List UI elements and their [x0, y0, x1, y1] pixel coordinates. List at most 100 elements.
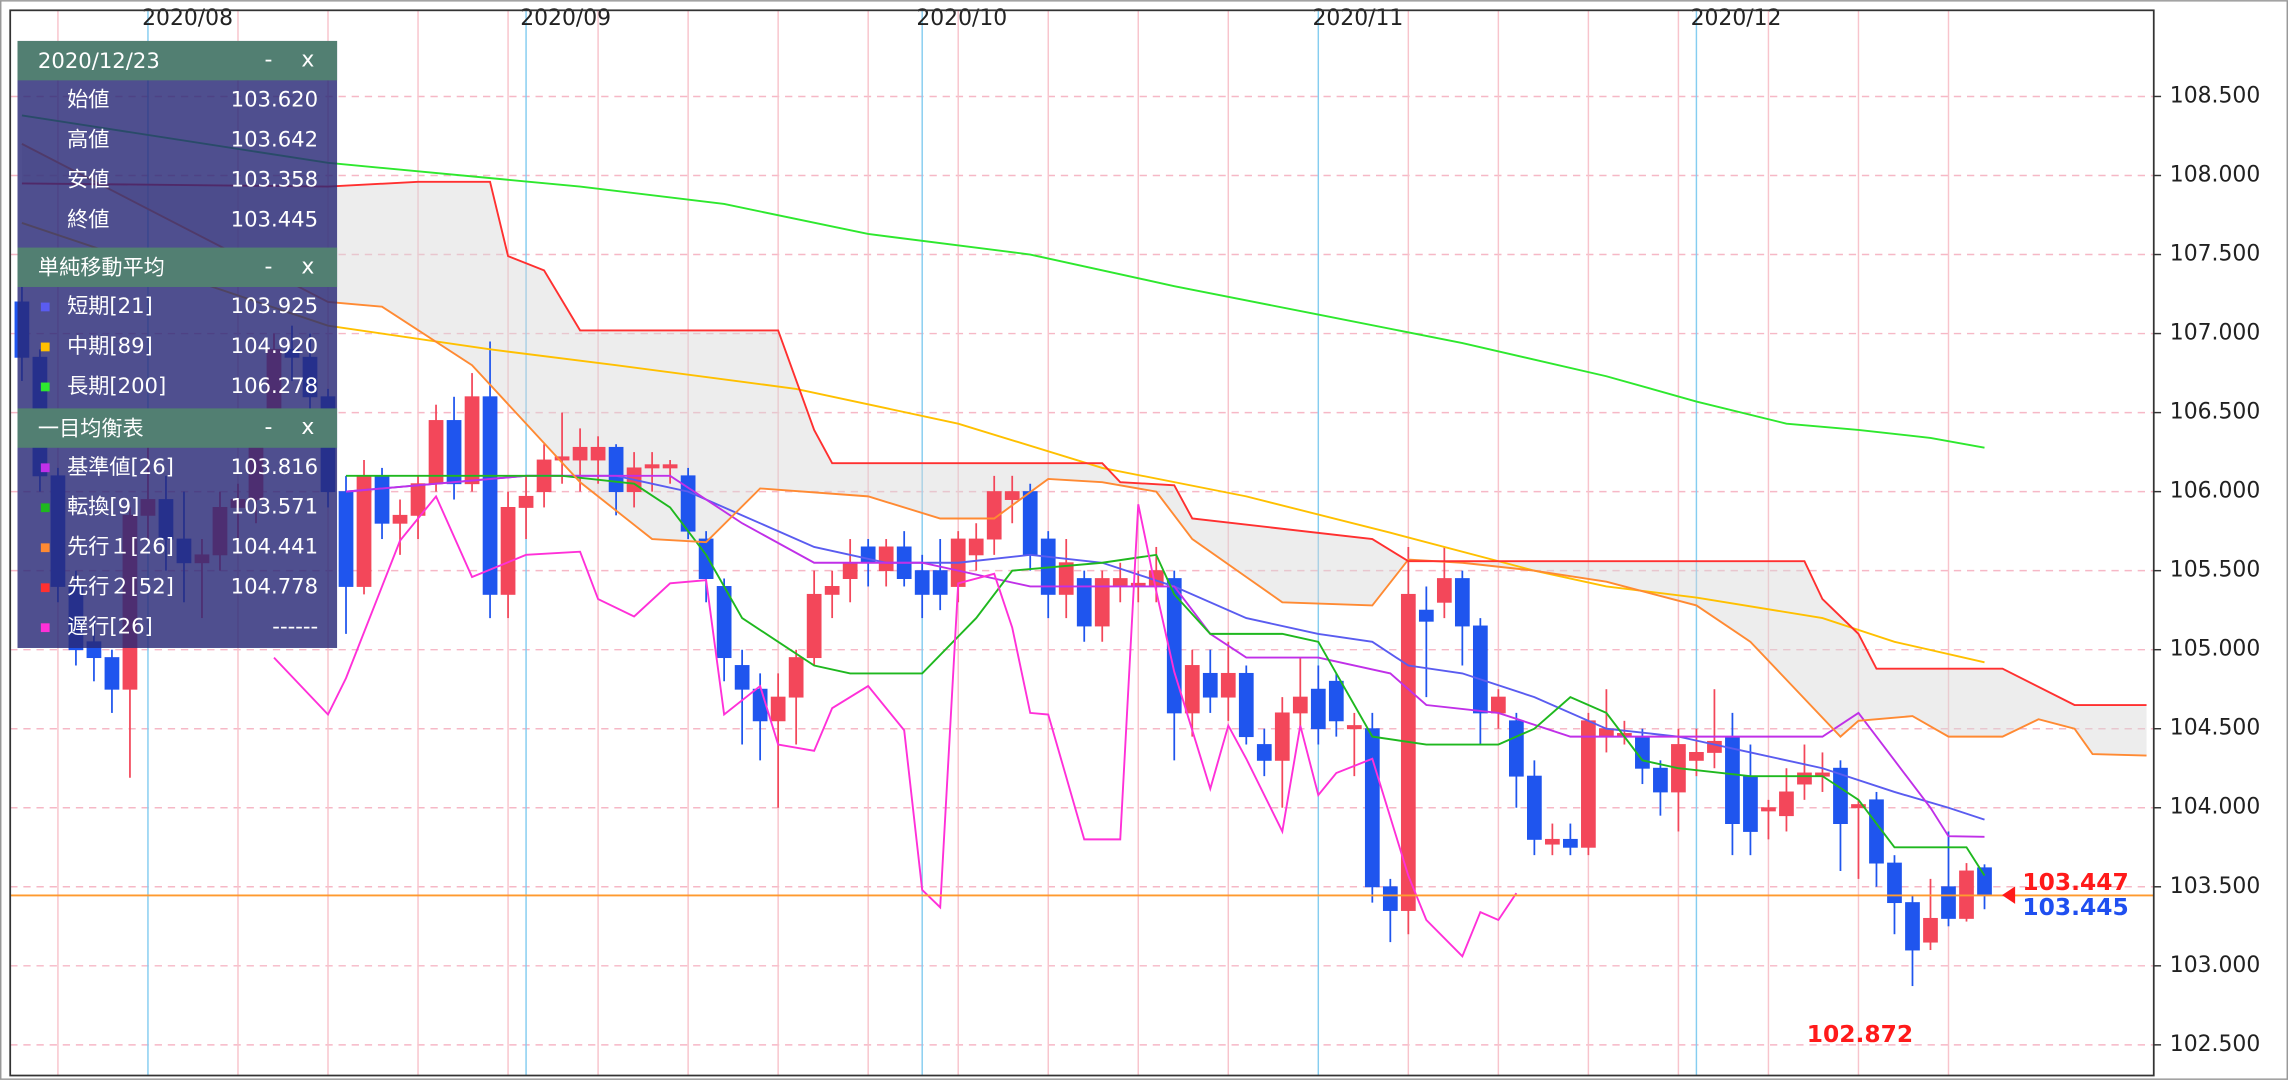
candle-body — [590, 446, 606, 461]
candle-body — [1833, 767, 1848, 825]
candle-body — [1977, 867, 1992, 896]
panel-row-label: 安値 — [67, 166, 109, 191]
candle-body — [482, 396, 498, 595]
candle-body — [1581, 720, 1596, 848]
candle-body — [464, 396, 480, 485]
indicator-line — [346, 474, 1986, 877]
candle-body — [1346, 725, 1362, 730]
candle-body — [1004, 491, 1020, 500]
panel-row-label: 先行１[26] — [67, 534, 174, 559]
legend-swatch — [40, 543, 50, 553]
y-tick-label: 103.500 — [2170, 874, 2260, 899]
panel-row-value: 103.571 — [231, 494, 318, 519]
candle-body — [1490, 696, 1506, 714]
y-tick-label: 104.000 — [2170, 795, 2260, 820]
close-button[interactable]: x — [301, 48, 314, 73]
candle-body — [1436, 578, 1452, 603]
candle-body — [338, 491, 354, 587]
candle-body — [410, 483, 426, 516]
candle-body — [392, 514, 408, 524]
panel-row-value: 104.778 — [231, 574, 318, 599]
candle-body — [932, 570, 948, 595]
indicator-line — [21, 180, 2147, 706]
ask-price-label: 103.447 — [2022, 868, 2128, 896]
panel-row-label: 遅行[26] — [67, 614, 153, 639]
candle-body — [1058, 562, 1074, 595]
legend-swatch — [40, 302, 50, 312]
candle-body — [428, 420, 444, 485]
panel-title: 2020/12/23 — [38, 48, 160, 73]
panel-header — [17, 408, 338, 448]
candle-body — [914, 570, 930, 595]
panel-row-label: 基準値[26] — [67, 454, 174, 479]
legend-swatch — [40, 463, 50, 473]
candle-body — [1797, 772, 1812, 785]
panel-row-value: ------ — [272, 614, 318, 639]
low-price-label: 102.872 — [1807, 1020, 1913, 1048]
indicator-line — [21, 114, 1985, 449]
candle-body — [608, 446, 624, 493]
y-tick-label: 104.500 — [2170, 716, 2260, 741]
minimize-button[interactable]: - — [265, 48, 273, 73]
candle-body — [824, 586, 840, 595]
panel-row-label: 中期[89] — [67, 333, 153, 358]
candle-body — [1743, 775, 1758, 832]
candle-body — [1202, 672, 1218, 698]
candle-body — [1527, 775, 1542, 840]
indicator-line — [273, 494, 1518, 959]
candle-body — [734, 665, 750, 690]
candle-body — [644, 464, 660, 469]
panel-row-value: 103.642 — [231, 126, 318, 151]
candle-body — [788, 657, 804, 698]
minimize-button[interactable]: - — [265, 415, 273, 440]
candle-body — [806, 593, 822, 659]
candle-body — [104, 657, 120, 690]
candle-body — [986, 491, 1002, 540]
panel-title: 単純移動平均 — [38, 255, 165, 280]
candle-body — [1274, 712, 1290, 761]
panel-header — [17, 40, 338, 81]
panel-row-value: 106.278 — [231, 373, 318, 398]
candle-body — [1076, 578, 1092, 627]
candle-body — [1851, 804, 1866, 809]
candle-body — [1418, 609, 1434, 622]
y-tick-label: 102.500 — [2170, 1032, 2260, 1057]
candle-body — [1400, 593, 1416, 911]
candle-body — [1508, 720, 1524, 777]
panel-row-value: 103.358 — [231, 166, 318, 191]
y-tick-label: 103.000 — [2170, 953, 2260, 978]
close-button[interactable]: x — [301, 254, 314, 279]
candle-body — [698, 538, 714, 579]
indicator-line — [345, 474, 1985, 821]
candle-body — [842, 562, 858, 579]
candle-body — [1887, 862, 1902, 904]
candle-body — [572, 446, 588, 461]
candle-body — [518, 495, 534, 508]
candle-body — [1923, 917, 1938, 943]
candle-body — [1184, 665, 1200, 714]
candle-body — [1220, 672, 1236, 698]
panel-row-value: 103.816 — [231, 454, 318, 479]
indicator-line — [21, 143, 2147, 757]
y-tick-label: 107.000 — [2170, 321, 2260, 346]
candle-body — [554, 456, 570, 461]
panel-row-label: 高値 — [67, 126, 109, 151]
candle-body — [1328, 680, 1344, 722]
close-button[interactable]: x — [301, 415, 314, 440]
minimize-button[interactable]: - — [265, 254, 273, 279]
candle-body — [662, 464, 678, 469]
legend-swatch — [40, 342, 50, 352]
panel-row-value: 103.620 — [231, 86, 318, 111]
candle-body — [1941, 886, 1956, 919]
y-tick-label: 105.500 — [2170, 558, 2260, 583]
candle-body — [1382, 886, 1398, 911]
candle-body — [1238, 672, 1254, 738]
candle-body — [1364, 728, 1380, 888]
panel-title: 一目均衡表 — [38, 416, 144, 441]
candle-body — [1563, 838, 1578, 848]
panel-row-label: 長期[200] — [67, 373, 166, 398]
y-tick-label: 108.500 — [2170, 83, 2260, 108]
candle-body — [1472, 625, 1488, 714]
